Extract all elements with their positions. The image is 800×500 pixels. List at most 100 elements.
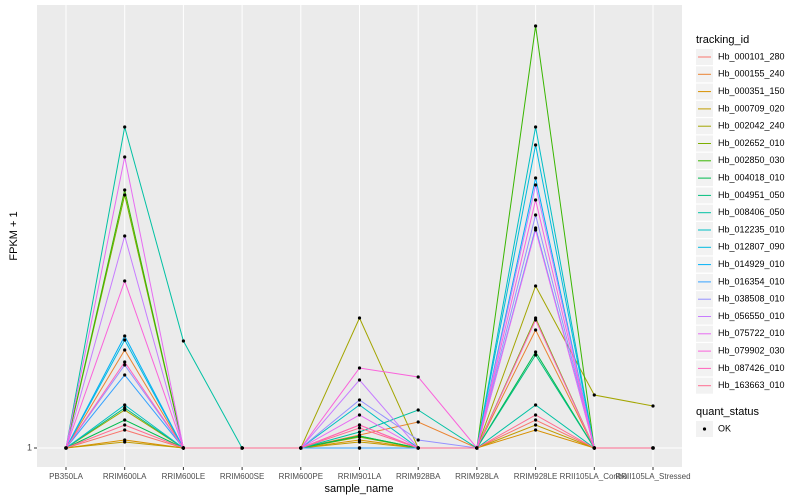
- data-point: [357, 378, 362, 382]
- legend-label: Hb_002850_030: [718, 155, 785, 165]
- data-point: [240, 446, 244, 450]
- legend-title: tracking_id: [696, 34, 749, 46]
- legend-label: Hb_002652_010: [718, 138, 785, 148]
- data-point: [357, 446, 362, 450]
- legend-label: Hb_004018_010: [718, 172, 785, 182]
- data-point: [534, 423, 538, 427]
- data-point: [534, 143, 538, 147]
- data-point: [534, 125, 538, 129]
- x-tick-label: RRIM928BA: [396, 472, 441, 481]
- x-tick-label: RRIM928LE: [514, 472, 558, 481]
- x-tick-label: RRIM901LA: [338, 472, 382, 481]
- data-point: [123, 418, 127, 422]
- data-point: [651, 404, 655, 408]
- x-tick-label: PB350LA: [49, 472, 83, 481]
- legend-label: OK: [718, 423, 731, 433]
- legend-label: Hb_004951_050: [718, 190, 785, 200]
- legend-title: quant_status: [696, 406, 759, 418]
- legend-label: Hb_002042_240: [718, 121, 785, 131]
- data-point: [651, 446, 655, 450]
- data-point: [357, 403, 362, 407]
- legend-label: Hb_014929_010: [718, 259, 785, 269]
- data-point: [357, 366, 362, 370]
- legend-label: Hb_000155_240: [718, 69, 785, 79]
- data-point: [181, 339, 185, 343]
- data-point: [123, 373, 127, 377]
- data-point: [416, 420, 420, 424]
- data-point: [357, 423, 362, 427]
- data-point: [534, 198, 538, 202]
- data-point: [123, 155, 127, 159]
- legend-point: [702, 427, 707, 431]
- data-point: [123, 428, 127, 432]
- legend-label: Hb_008406_050: [718, 207, 785, 217]
- legend-label: Hb_038508_010: [718, 294, 785, 304]
- data-point: [534, 353, 538, 357]
- data-point: [416, 438, 420, 442]
- x-tick-label: RRIM600LE: [162, 472, 206, 481]
- legend-label: Hb_079902_030: [718, 345, 785, 355]
- x-tick-label: RRII105LA_Control: [560, 472, 630, 481]
- data-point: [123, 125, 127, 129]
- data-point: [534, 413, 538, 417]
- data-point: [534, 284, 538, 288]
- data-point: [123, 338, 127, 342]
- data-point: [416, 375, 420, 379]
- legend-label: Hb_056550_010: [718, 311, 785, 321]
- legend-label: Hb_000351_150: [718, 86, 785, 96]
- data-point: [357, 434, 362, 438]
- legend-label: Hb_000101_280: [718, 51, 785, 61]
- y-tick-label: 1: [27, 442, 32, 452]
- data-point: [534, 328, 538, 332]
- legend-label: Hb_087426_010: [718, 363, 785, 373]
- data-point: [534, 228, 538, 232]
- data-point: [123, 234, 127, 238]
- data-point: [534, 318, 538, 322]
- data-point: [357, 440, 362, 444]
- data-point: [534, 418, 538, 422]
- data-point: [592, 446, 596, 450]
- legend-label: Hb_000709_020: [718, 103, 785, 113]
- data-point: [123, 334, 127, 338]
- data-point: [123, 423, 127, 427]
- legend-label: Hb_012235_010: [718, 224, 785, 234]
- data-point: [357, 316, 362, 320]
- data-point: [357, 426, 362, 430]
- data-point: [181, 446, 185, 450]
- legend-label: Hb_012807_090: [718, 242, 785, 252]
- data-point: [357, 430, 362, 434]
- data-point: [123, 406, 127, 410]
- data-point: [123, 440, 127, 444]
- data-point: [475, 446, 479, 450]
- data-point: [534, 403, 538, 407]
- data-point: [123, 360, 127, 364]
- x-axis-title: sample_name: [324, 483, 393, 495]
- data-point: [534, 183, 538, 187]
- legend-label: Hb_075722_010: [718, 328, 785, 338]
- data-point: [123, 279, 127, 283]
- data-point: [534, 350, 538, 354]
- x-tick-label: RRII105LA_Stressed: [615, 472, 690, 481]
- x-tick-label: RRIM600SE: [220, 472, 264, 481]
- data-point: [534, 428, 538, 432]
- data-point: [357, 398, 362, 402]
- data-point: [123, 403, 127, 407]
- data-point: [416, 446, 420, 450]
- data-point: [357, 413, 362, 417]
- data-point: [416, 408, 420, 412]
- data-point: [534, 24, 538, 28]
- legend-label: Hb_163663_010: [718, 380, 785, 390]
- legend-label: Hb_016354_010: [718, 276, 785, 286]
- data-point: [534, 213, 538, 217]
- data-point: [123, 348, 127, 352]
- data-point: [64, 446, 68, 450]
- x-tick-label: RRIM600LA: [103, 472, 147, 481]
- data-point: [123, 188, 127, 192]
- data-point: [123, 193, 127, 197]
- data-point: [123, 363, 127, 367]
- x-tick-label: RRIM928LA: [455, 472, 499, 481]
- x-tick-label: RRIM600PE: [279, 472, 323, 481]
- data-point: [592, 393, 596, 397]
- y-axis-title: FPKM + 1: [8, 211, 20, 260]
